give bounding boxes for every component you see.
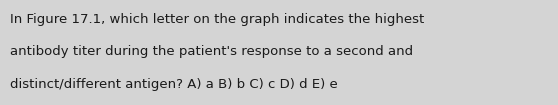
Text: In Figure 17.1, which letter on the graph indicates the highest: In Figure 17.1, which letter on the grap…: [10, 13, 424, 26]
Text: antibody titer during the patient's response to a second and: antibody titer during the patient's resp…: [10, 45, 413, 58]
Text: distinct/different antigen? A) a B) b C) c D) d E) e: distinct/different antigen? A) a B) b C)…: [10, 78, 338, 91]
